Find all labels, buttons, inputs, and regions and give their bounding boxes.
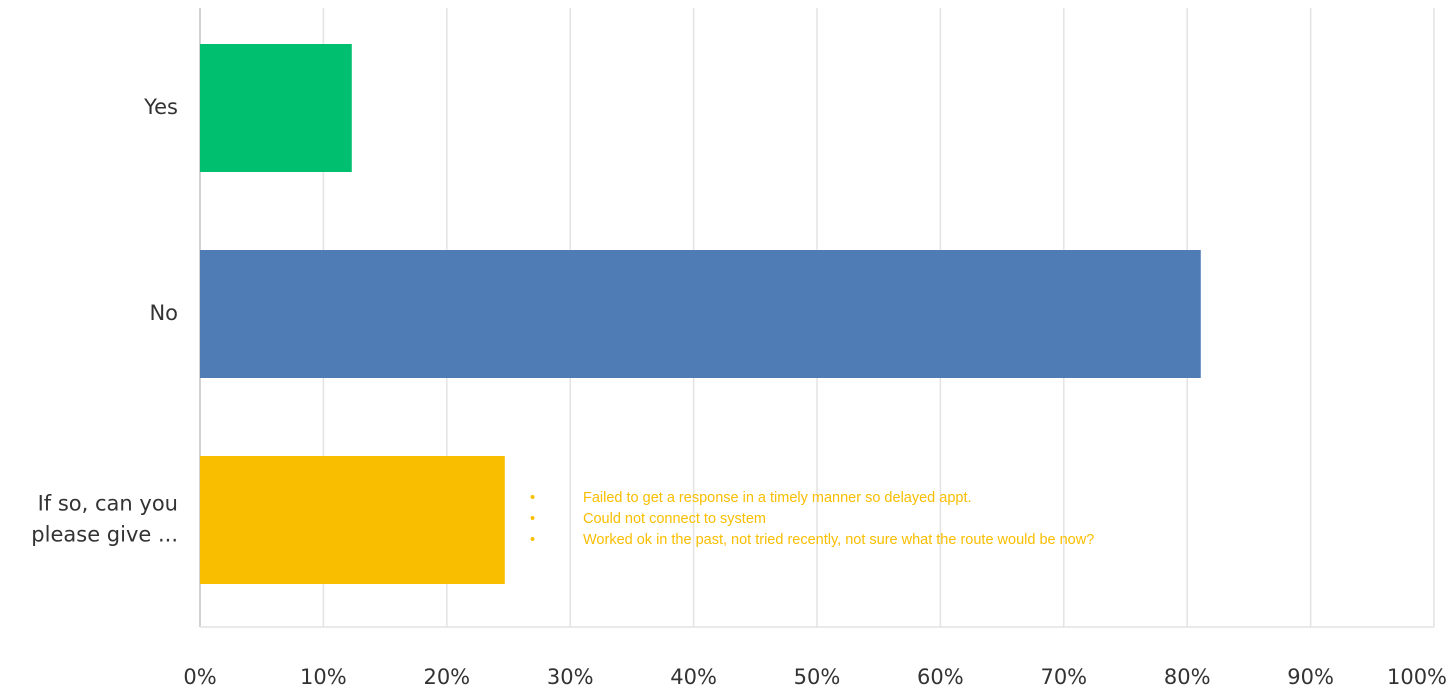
annotation-text: Failed to get a response in a timely man… — [583, 490, 972, 506]
annotation-item: • Could not connect to system — [530, 509, 1094, 530]
category-labels: Yes No If so, can you please give ... — [31, 95, 178, 547]
category-label: If so, can you — [38, 492, 178, 516]
x-tick-label: 80% — [1164, 665, 1211, 689]
bar — [200, 456, 505, 584]
comment-annotation: • Failed to get a response in a timely m… — [530, 488, 1094, 551]
bullet-icon: • — [530, 490, 536, 506]
bullet-icon: • — [530, 532, 536, 548]
x-tick-label: 20% — [423, 665, 470, 689]
x-tick-label: 90% — [1287, 665, 1334, 689]
annotation-item: • Worked ok in the past, not tried recen… — [530, 530, 1094, 551]
x-tick-label: 70% — [1040, 665, 1087, 689]
x-tick-label: 40% — [670, 665, 717, 689]
x-tick-label: 10% — [300, 665, 347, 689]
bullet-icon: • — [530, 511, 536, 527]
category-label: No — [149, 301, 178, 325]
bar — [200, 44, 352, 172]
annotation-item: • Failed to get a response in a timely m… — [530, 488, 1094, 509]
x-tick-label: 60% — [917, 665, 964, 689]
x-tick-label: 50% — [794, 665, 841, 689]
category-label: please give ... — [31, 523, 178, 547]
bars — [200, 44, 1201, 584]
category-label: Yes — [143, 95, 178, 119]
x-tick-label: 0% — [183, 665, 216, 689]
annotation-text: Could not connect to system — [583, 511, 766, 527]
bar — [200, 250, 1201, 378]
x-tick-labels: 0% 10% 20% 30% 40% 50% 60% 70% 80% 90% 100% — [183, 665, 1447, 689]
x-tick-label: 30% — [547, 665, 594, 689]
annotation-text: Worked ok in the past, not tried recentl… — [583, 532, 1095, 548]
x-tick-label: 100% — [1387, 665, 1447, 689]
